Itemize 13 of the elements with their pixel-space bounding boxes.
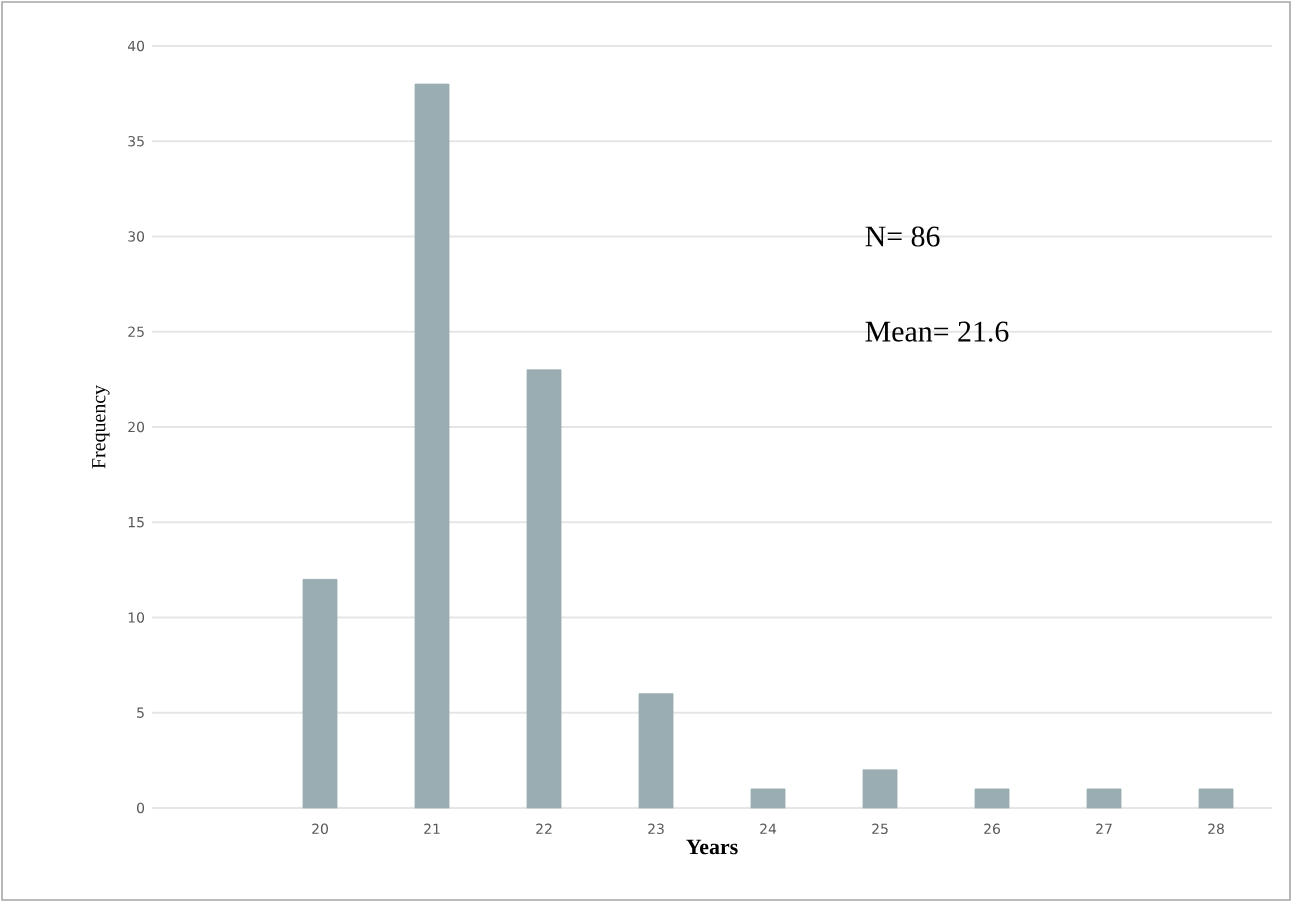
bar bbox=[302, 578, 338, 809]
bar bbox=[638, 693, 674, 809]
bar bbox=[526, 369, 562, 809]
bar bbox=[1198, 788, 1234, 809]
y-axis-title: Frequency bbox=[92, 384, 110, 469]
x-axis-title: Years bbox=[686, 839, 738, 855]
annotation: Mean= 21.6 bbox=[865, 321, 1009, 342]
bar bbox=[862, 769, 898, 809]
bar bbox=[414, 83, 450, 809]
bar bbox=[974, 788, 1010, 809]
bar bbox=[1086, 788, 1122, 809]
bar bbox=[750, 788, 786, 809]
annotation: N= 86 bbox=[865, 226, 940, 247]
